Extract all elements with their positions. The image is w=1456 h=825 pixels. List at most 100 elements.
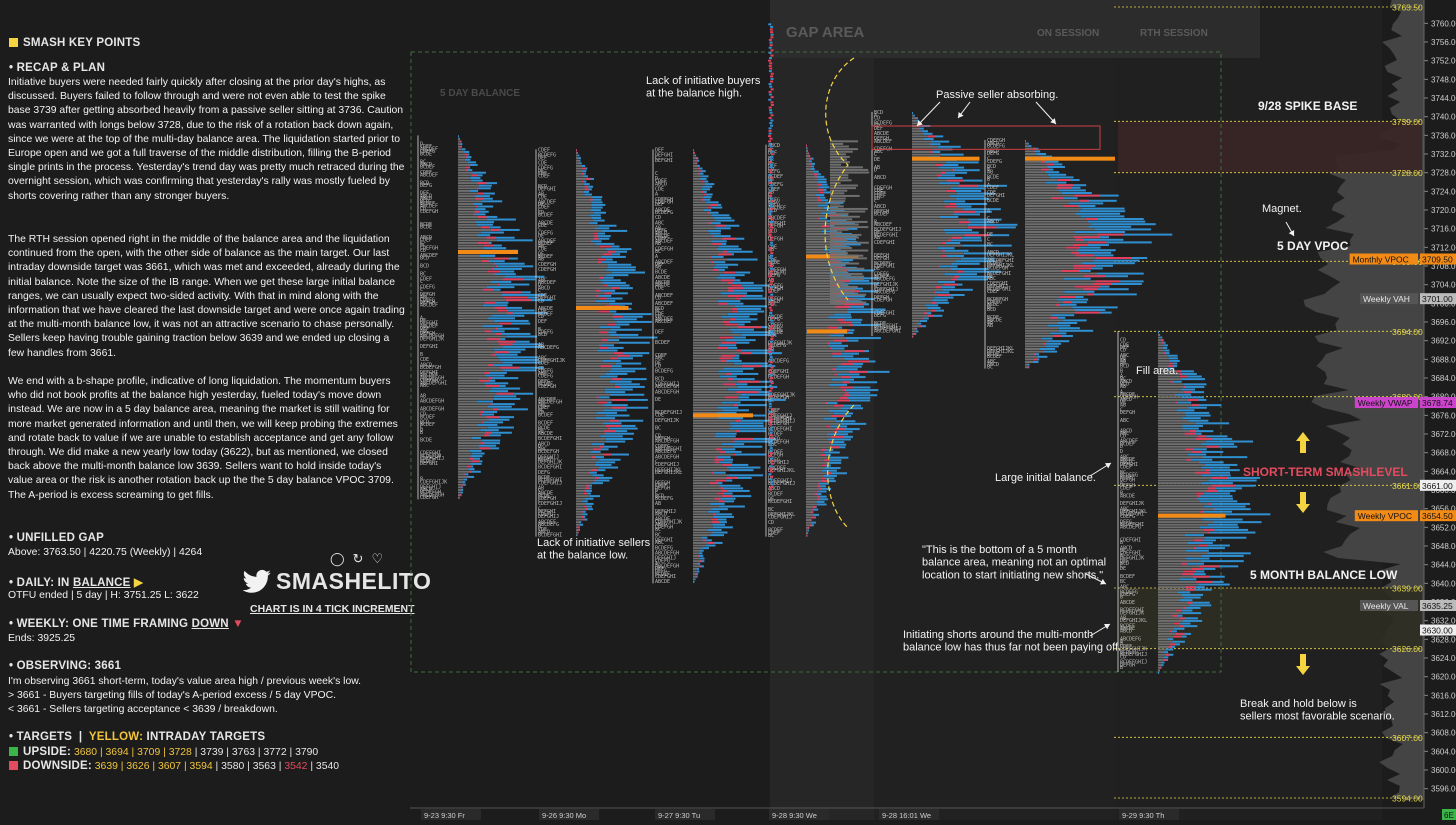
- tpo-bar: [1025, 301, 1064, 304]
- volume-bar-blue: [599, 326, 621, 329]
- tpo-bar: [458, 195, 475, 198]
- tpo-letters: DEFGHIJK: [420, 336, 444, 342]
- gap-area-marker: [770, 96, 774, 99]
- volume-bar-red: [1198, 461, 1200, 464]
- tpo-bar: [693, 352, 742, 355]
- tpo-bar: [693, 175, 703, 178]
- tpo-letters: ABCDEFG: [1120, 525, 1141, 531]
- volume-bar-red: [711, 261, 714, 264]
- tpo-bar: [1158, 552, 1208, 555]
- tpo-bar: [1158, 666, 1161, 669]
- tpo-bar: [576, 201, 592, 204]
- volume-bar-red: [460, 486, 463, 489]
- volume-bar-red: [1212, 484, 1236, 487]
- tpo-bar: [1158, 484, 1213, 487]
- volume-bar-blue: [1068, 202, 1104, 205]
- tpo-letters: A: [987, 182, 990, 188]
- tpo-bar: [458, 273, 494, 276]
- volume-bar-red: [819, 487, 822, 490]
- volume-bar-blue: [1164, 349, 1170, 352]
- volume-bar-red: [1179, 375, 1187, 378]
- volume-bar-red: [1057, 179, 1071, 181]
- volume-bar-red: [837, 399, 850, 402]
- gap-area-bar: [830, 228, 849, 231]
- tpo-letters: DEFG: [538, 470, 550, 476]
- tpo-bar: [912, 231, 946, 234]
- tpo-letters: ABC: [420, 329, 429, 335]
- volume-bar-red: [1083, 288, 1097, 291]
- tpo-bar: [693, 492, 718, 495]
- volume-bar-red: [725, 476, 738, 479]
- volume-bar-red: [742, 365, 762, 368]
- tpo-bar: [693, 510, 708, 513]
- pointer-arrow-head: [1104, 623, 1110, 630]
- tpo-bar: [1025, 246, 1067, 249]
- tpo-letters: DEFGHIJ: [420, 485, 441, 491]
- volume-bar-red: [724, 323, 739, 326]
- tpo-bar: [693, 203, 711, 206]
- volume-bar-red: [726, 372, 731, 375]
- volume-bar-blue: [716, 411, 737, 414]
- tpo-bar: [458, 187, 477, 190]
- volume-bar-blue: [719, 274, 745, 277]
- tpo-bar: [1025, 262, 1082, 265]
- tpo-bar: [693, 261, 712, 264]
- tpo-letters: CDEFGHIJ: [874, 287, 898, 293]
- tpo-bar: [1025, 241, 1088, 244]
- tpo-bar: [576, 474, 593, 477]
- volume-bar-blue: [919, 325, 927, 328]
- tpo-bar: [576, 411, 597, 414]
- gap-area-bar: [830, 254, 864, 257]
- volume-bar-red: [495, 332, 502, 335]
- x-axis-label: 9-23 9:30 Fr: [424, 811, 465, 820]
- volume-bar-red: [1175, 632, 1185, 635]
- tpo-bar: [458, 496, 459, 499]
- tpo-letters: BCDEFGHIJ: [874, 227, 901, 233]
- volume-bar-blue: [833, 243, 861, 246]
- tpo-bar: [576, 180, 582, 183]
- tpo-bar: [576, 404, 604, 407]
- gap-area-bar: [830, 192, 845, 195]
- tpo-bar: [458, 457, 470, 460]
- tpo-bar: [458, 182, 478, 185]
- gap-area-bar: [830, 280, 845, 283]
- volume-bar-blue: [475, 221, 495, 224]
- gap-area-marker: [768, 213, 772, 216]
- volume-bar-blue: [1181, 573, 1206, 576]
- tpo-bar: [693, 318, 731, 321]
- volume-bar-red: [941, 242, 946, 244]
- tpo-letters: ABCD: [987, 149, 999, 155]
- volume-bar-blue: [1163, 651, 1168, 654]
- volume-bar-blue: [735, 297, 766, 300]
- volume-bar-blue: [598, 297, 623, 300]
- volume-bar-red: [1169, 630, 1173, 633]
- volume-bar-blue: [829, 334, 845, 337]
- volume-bar-red: [817, 498, 821, 501]
- volume-bar-blue: [954, 275, 992, 278]
- tpo-letters: C: [538, 499, 541, 505]
- volume-bar-blue: [1180, 388, 1196, 391]
- volume-bar-blue: [701, 180, 709, 183]
- tpo-bar: [576, 437, 606, 440]
- tpo-letters: DEFGH: [420, 331, 435, 337]
- volume-bar-red: [588, 222, 590, 225]
- gap-area-bar: [830, 158, 847, 161]
- gap-area-bar: [830, 168, 869, 171]
- tpo-bar: [576, 232, 594, 235]
- volume-bar-red: [605, 424, 621, 427]
- gap-area-bar: [830, 244, 847, 247]
- tpo-bar: [806, 225, 822, 228]
- volume-bar-blue: [835, 295, 865, 298]
- tpo-bar: [458, 351, 496, 354]
- volume-bar-blue: [693, 580, 695, 583]
- volume-bar-blue: [1174, 393, 1192, 396]
- tpo-bar: [693, 258, 727, 261]
- tpo-letters: CDE: [1120, 343, 1129, 349]
- tpo-letters: CDEFGHI: [987, 281, 1008, 287]
- volume-bar-red: [480, 226, 490, 229]
- volume-bar-blue: [473, 213, 486, 216]
- volume-bar-blue: [727, 378, 755, 381]
- tpo-bar: [576, 206, 592, 209]
- y-tick-label: 3716.00: [1431, 225, 1456, 234]
- price-tag-box: [1420, 293, 1456, 305]
